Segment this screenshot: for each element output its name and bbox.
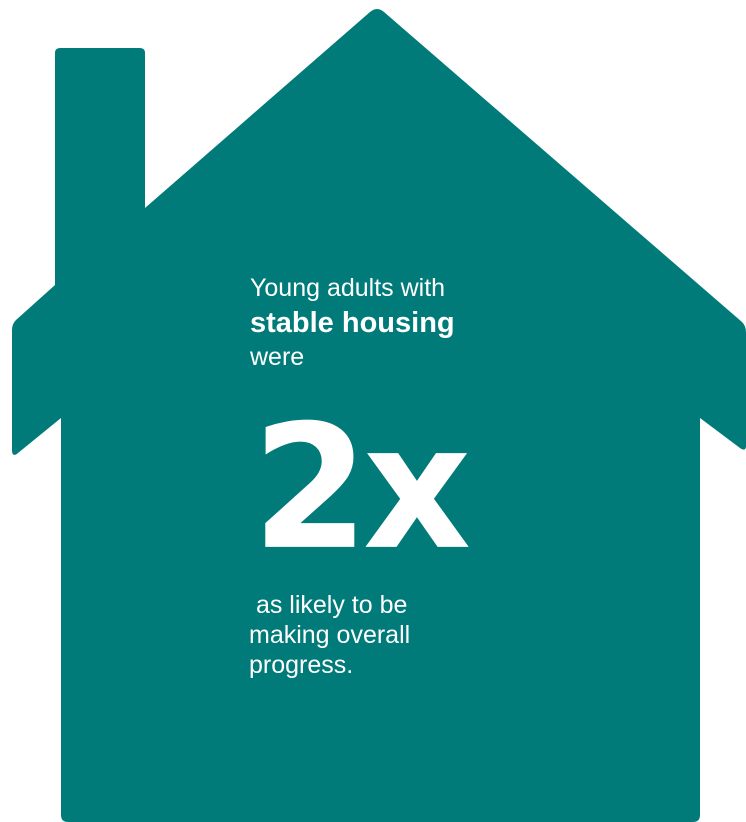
verb-text: were bbox=[250, 343, 305, 371]
outcome-line-1: as likely to be bbox=[249, 591, 408, 619]
outcome-line-3: progress. bbox=[249, 651, 354, 679]
stat-value: 2x bbox=[252, 387, 471, 588]
outcome-line-2: making overall bbox=[249, 621, 411, 649]
intro-text: Young adults with bbox=[250, 274, 446, 302]
house-shape bbox=[12, 9, 746, 822]
statement-intro: Young adults with stable housing were bbox=[250, 272, 570, 374]
emphasis-text: stable housing bbox=[250, 307, 455, 339]
statement-outcome: as likely to be making overall progress. bbox=[249, 590, 569, 680]
